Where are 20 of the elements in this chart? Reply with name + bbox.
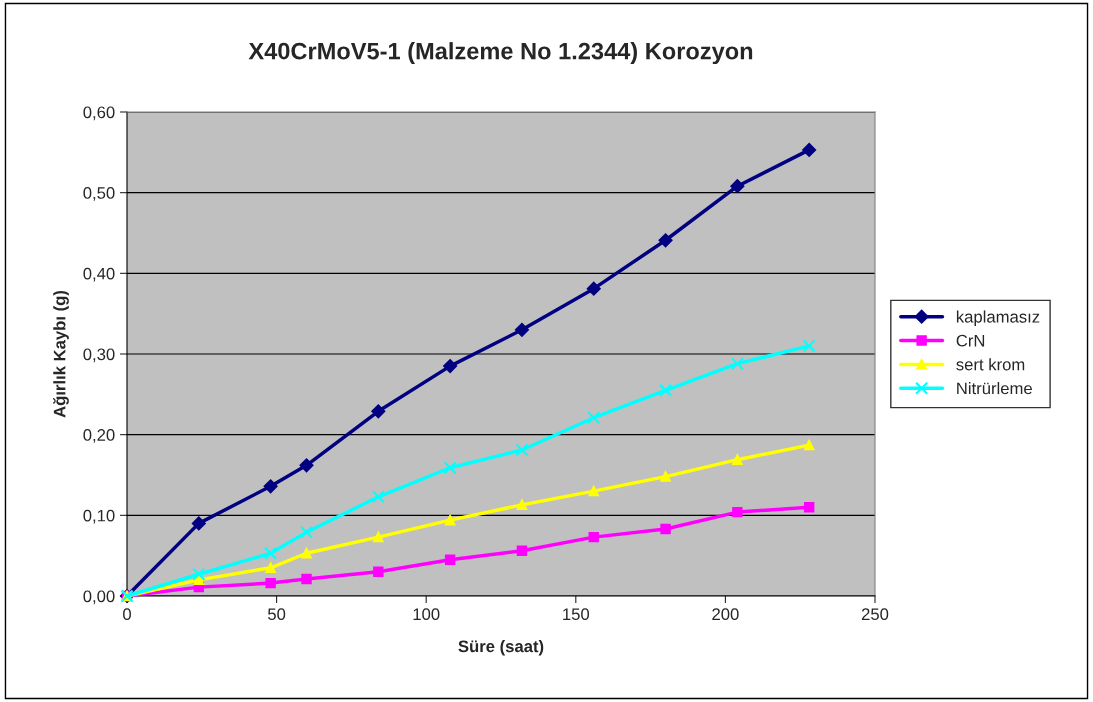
legend-label: Nitrürleme (957, 382, 1032, 395)
y-tick-label: 0,30 (83, 348, 115, 363)
legend-label: kaplamasız (956, 310, 1040, 326)
x-tick-label: 250 (861, 608, 889, 621)
x-axis-title: Süre (saat) (458, 640, 544, 656)
x-tick-label: 0 (123, 608, 131, 621)
y-tick-label: 0,20 (83, 429, 115, 443)
y-tick-label: 0,40 (83, 267, 115, 282)
x-tick-label: 150 (563, 608, 590, 621)
y-tick-label: 0,00 (83, 590, 115, 605)
y-tick-label: 0,10 (83, 509, 115, 524)
y-tick-label: 0,50 (83, 187, 115, 201)
y-tick-label: 0,60 (83, 106, 115, 121)
x-tick-label: 200 (712, 608, 739, 621)
chart-title: X40CrMoV5-1 (Malzeme No 1.2344) Korozyon (248, 42, 753, 65)
legend-label: CrN (956, 334, 985, 347)
legend-label: sert krom (956, 358, 1025, 371)
y-axis-title: Ağırlık Kaybı (g) (53, 290, 69, 418)
x-tick-label: 100 (413, 608, 440, 621)
x-tick-label: 50 (268, 608, 286, 621)
